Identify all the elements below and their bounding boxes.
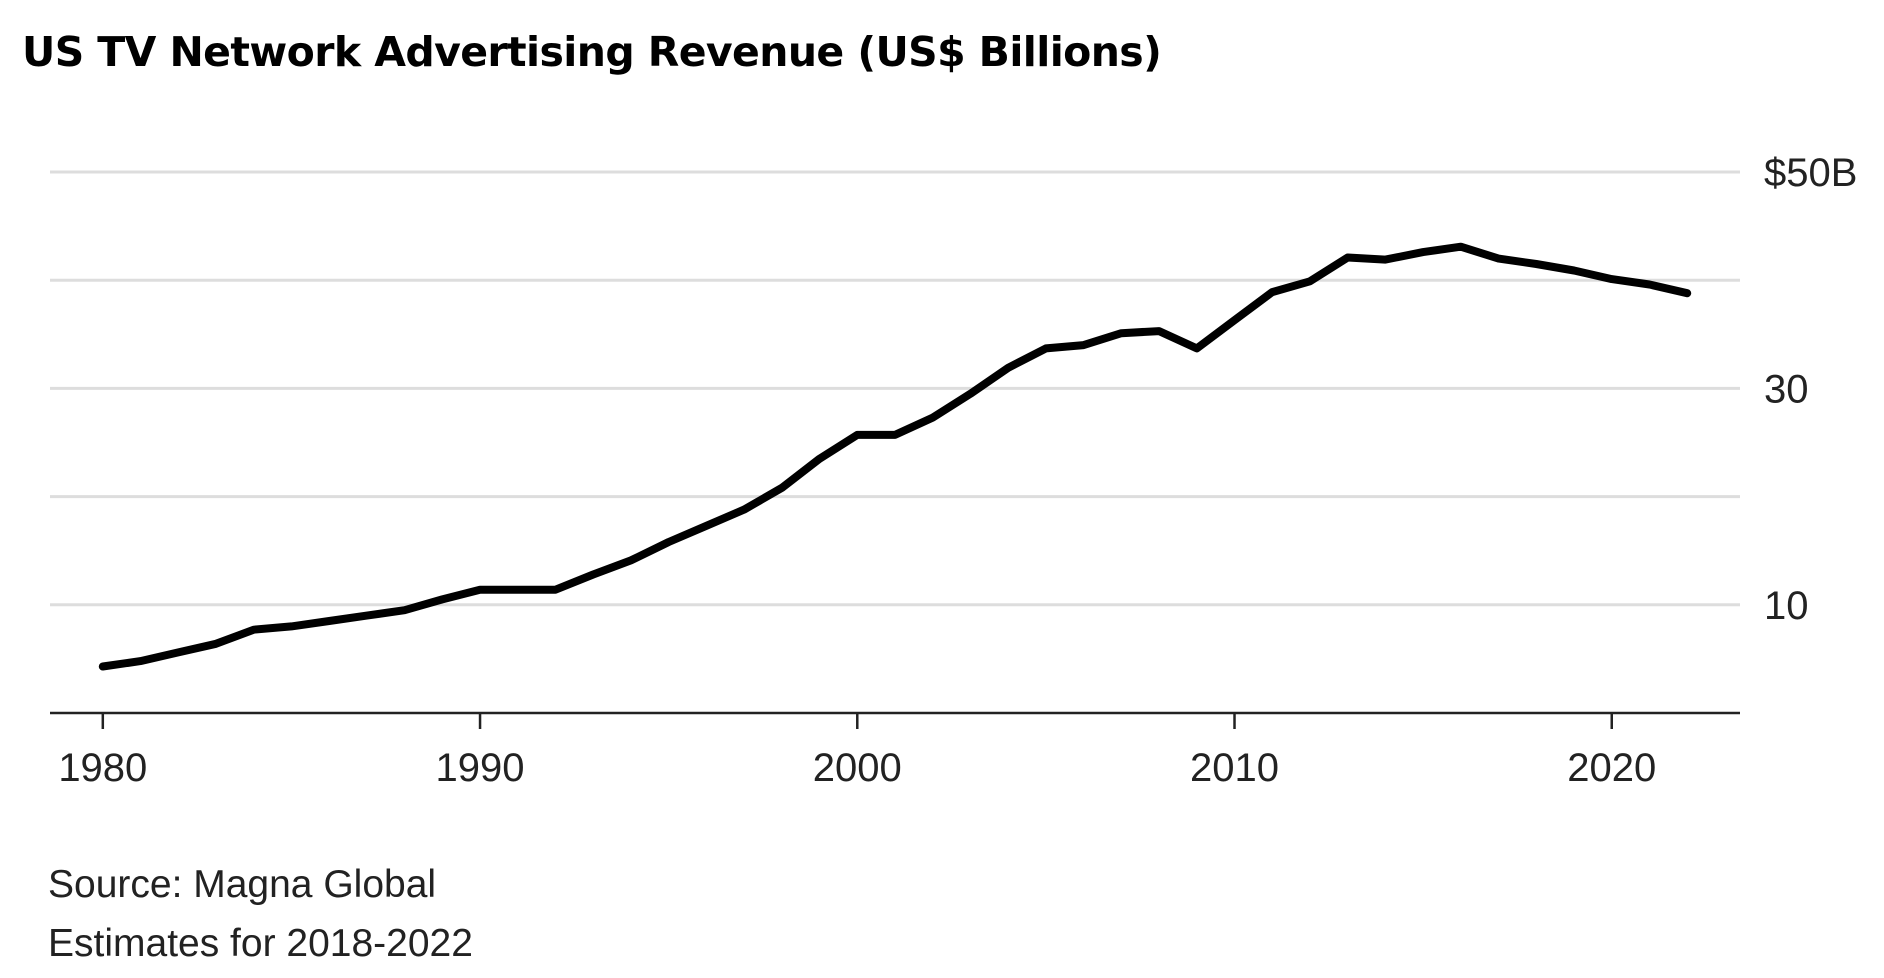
series-line-0 [98, 242, 1692, 671]
chart-title: US TV Network Advertising Revenue (US$ B… [22, 28, 1162, 76]
y-tick-label-30: 30 [1764, 367, 1809, 411]
x-tick-label-2020: 2020 [1567, 746, 1656, 790]
series-layer [98, 242, 1692, 671]
gridlines [50, 170, 1740, 607]
x-axis: 1980 1990 2000 2010 2020 [50, 711, 1740, 790]
x-tick-label-2000: 2000 [813, 746, 902, 790]
x-tick-label-1990: 1990 [436, 746, 525, 790]
source-note: Source: Magna Global [48, 863, 437, 906]
estimates-note: Estimates for 2018-2022 [48, 922, 473, 965]
x-tick-label-1980: 1980 [58, 746, 147, 790]
x-tick-label-2010: 2010 [1190, 746, 1279, 790]
y-axis-labels: $50B 30 10 [1764, 151, 1857, 628]
y-tick-label-50: $50B [1764, 151, 1857, 195]
y-tick-label-10: 10 [1764, 584, 1809, 628]
